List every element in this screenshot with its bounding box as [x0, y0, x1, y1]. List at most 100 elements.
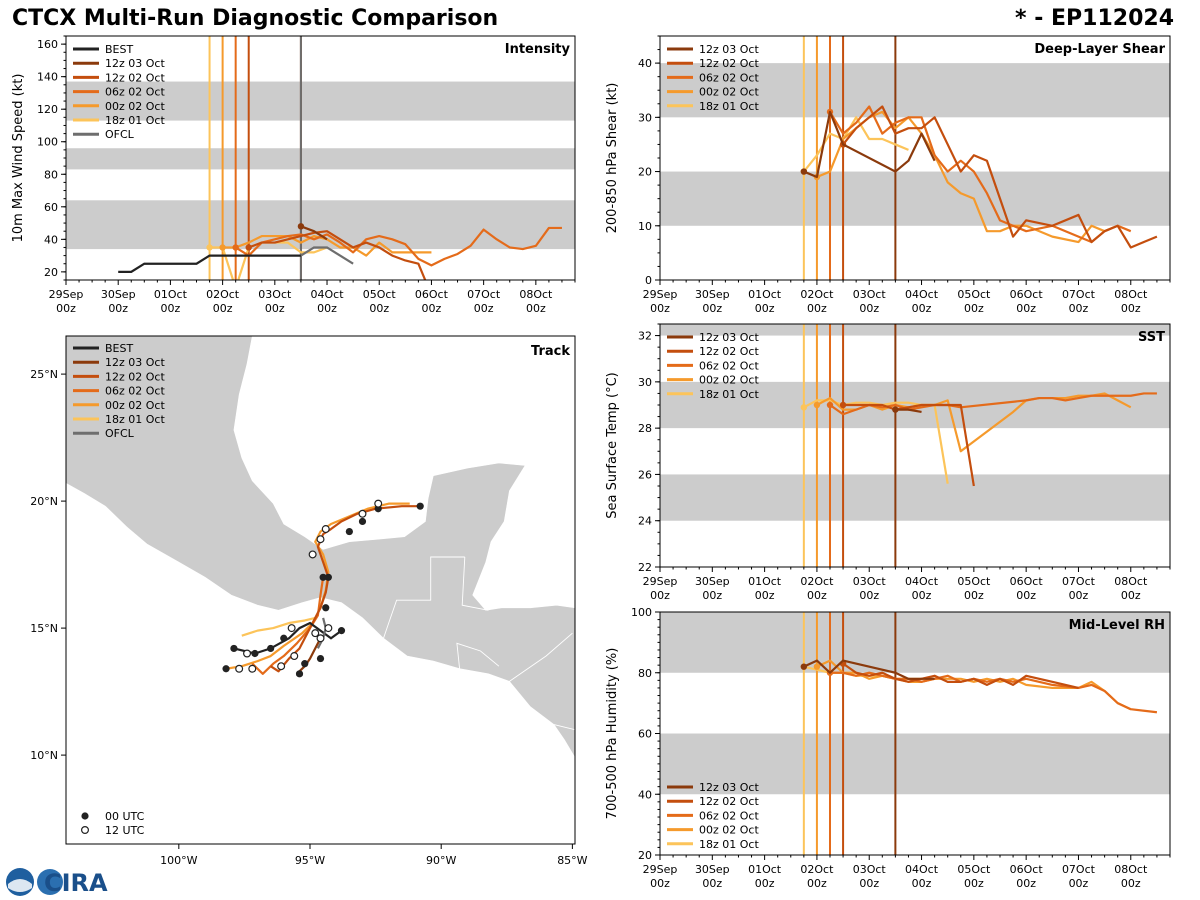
x-tick-label: 04Oct 00z — [311, 288, 345, 315]
series-line-12z-02-Oct — [843, 403, 975, 487]
axes-frame-sst — [659, 323, 1171, 568]
x-tick-label: 06Oct 00z — [1010, 288, 1044, 315]
series-line-12z-03-Oct — [895, 408, 922, 414]
x-tick-label-line: 00z — [755, 589, 775, 602]
x-tick-label-line: 00z — [213, 302, 233, 315]
track-point-00utc — [345, 527, 353, 536]
x-tick-label: 90°W — [426, 854, 456, 867]
legend-label: 00 UTC — [105, 810, 145, 823]
legend-label: 12z 03 Oct — [699, 331, 759, 344]
country-border — [383, 556, 465, 639]
x-tick-label: 05Oct 00z — [957, 575, 991, 602]
legend-label: OFCL — [105, 427, 135, 440]
x-tick-label: 05Oct 00z — [957, 288, 991, 315]
x-tick-label-line: 00z — [1016, 302, 1036, 315]
series-start-point — [800, 404, 808, 411]
legend-label: 12z 02 Oct — [105, 370, 165, 383]
x-tick-label-line: 06Oct — [1010, 863, 1044, 876]
x-tick-label-line: 00z — [265, 302, 285, 315]
band-shear-1 — [660, 63, 1170, 118]
y-tick-label: 10 — [638, 220, 652, 233]
country-border — [553, 724, 575, 731]
x-tick-label: 04Oct 00z — [905, 575, 939, 602]
track-point-12utc — [308, 550, 317, 559]
x-tick-label-line: 00z — [912, 589, 932, 602]
y-tick-label: 140 — [37, 71, 58, 84]
x-tick-label-line: 00z — [702, 877, 722, 890]
x-tick-label: 02Oct 00z — [206, 288, 240, 315]
x-tick-label: 05Oct 00z — [363, 288, 397, 315]
panel-title: Track — [531, 344, 570, 359]
x-tick-label-line: 03Oct — [853, 288, 887, 301]
x-tick-label-line: 00z — [912, 877, 932, 890]
legend-marker-00utc — [81, 812, 89, 820]
x-tick-label: 04Oct 00z — [905, 288, 939, 315]
plot-area-shear — [660, 36, 1170, 280]
x-tick-label: 29Sep 00z — [643, 575, 678, 602]
legend-label: 12z 03 Oct — [699, 43, 759, 56]
series-start-point — [206, 244, 213, 251]
x-tick-label: 07Oct 00z — [1062, 575, 1096, 602]
x-tick-label: 01Oct 00z — [154, 288, 188, 315]
x-tick-label: 01Oct 00z — [748, 863, 782, 890]
series-start-point — [232, 244, 239, 251]
series-start-point — [800, 663, 808, 670]
x-tick-label: 03Oct 00z — [853, 863, 887, 890]
legend-label: 12 UTC — [105, 824, 145, 837]
series-start-point — [800, 168, 808, 175]
y-tick-label: 60 — [638, 728, 652, 741]
legend-label: 00z 02 Oct — [105, 100, 165, 113]
logo-text: CIRA — [44, 869, 108, 897]
y-tick-label: 20 — [44, 266, 58, 279]
x-tick-label-line: 00z — [702, 589, 722, 602]
series-line-12z-02-Oct — [842, 105, 1158, 249]
x-tick-label-line: 07Oct — [1062, 575, 1096, 588]
x-tick-label-line: 04Oct — [905, 288, 939, 301]
legend-label: 00z 02 Oct — [699, 86, 759, 99]
x-tick-label-line: 07Oct — [1062, 288, 1096, 301]
x-tick-label-line: 03Oct — [853, 863, 887, 876]
x-tick-label: 07Oct 00z — [1062, 288, 1096, 315]
x-tick-label-line: 04Oct — [905, 863, 939, 876]
x-tick-label-line: 00z — [1121, 302, 1141, 315]
x-tick-label-line: 00z — [526, 302, 546, 315]
x-tick-label-line: 00z — [859, 589, 879, 602]
track-point-12utc — [235, 664, 244, 673]
x-tick-label-line: 01Oct — [154, 288, 188, 301]
x-tick-label-line: 00z — [369, 302, 389, 315]
legend-label: 12z 02 Oct — [699, 345, 759, 358]
x-tick-label-line: 08Oct — [1114, 575, 1148, 588]
y-tick-label: 0 — [645, 274, 652, 287]
x-tick-label: 95°W — [295, 854, 325, 867]
x-tick-label-line: 07Oct — [467, 288, 501, 301]
y-tick-label: 20 — [638, 166, 652, 179]
x-tick-label-line: 00z — [474, 302, 494, 315]
band-rh-0 — [660, 733, 1170, 795]
x-tick-label: 06Oct 00z — [415, 288, 449, 315]
x-tick-label-line: 02Oct — [206, 288, 240, 301]
x-tick-label: 29Sep 00z — [643, 863, 678, 890]
x-tick-label: 30Sep 00z — [695, 288, 730, 315]
series-start-point — [813, 401, 821, 409]
track-point-12utc — [277, 662, 286, 671]
y-tick-label: 22 — [638, 561, 652, 574]
legend-label: 18z 01 Oct — [105, 413, 165, 426]
x-tick-label: 05Oct 00z — [957, 863, 991, 890]
legend-label: 06z 02 Oct — [699, 809, 759, 822]
series-start-point — [813, 663, 821, 670]
x-tick-label-line: 00z — [161, 302, 181, 315]
series-start-point — [892, 406, 899, 413]
x-tick-label-line: 00z — [964, 302, 984, 315]
x-tick-label-line: 02Oct — [800, 863, 834, 876]
band-sst-2 — [660, 324, 1170, 336]
series-line-06z-02-Oct — [830, 671, 1158, 714]
track-point-00utc — [319, 573, 327, 581]
track-point-00utc — [222, 665, 230, 673]
track-point-12utc — [248, 664, 257, 673]
track-point-00utc — [358, 517, 367, 526]
y-tick-label: 120 — [37, 103, 58, 116]
